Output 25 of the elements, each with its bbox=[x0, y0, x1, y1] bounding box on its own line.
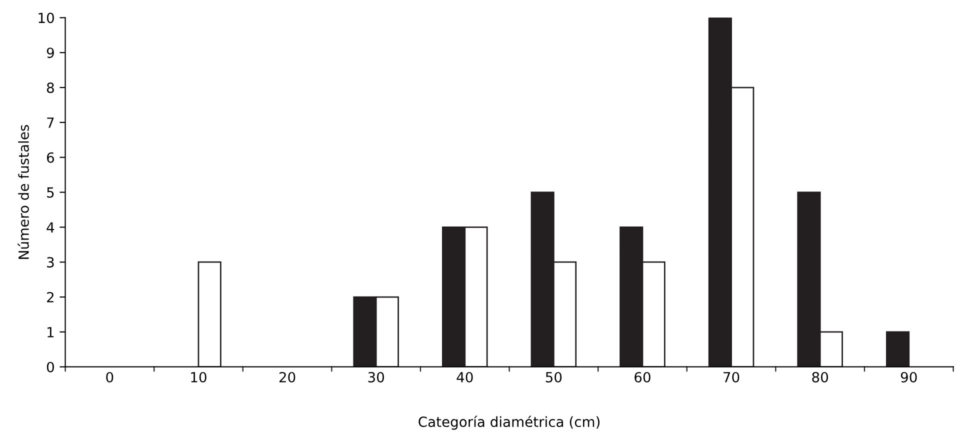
y-tick-label: 2 bbox=[47, 292, 54, 302]
y-tick-label: 8 bbox=[46, 82, 54, 93]
x-tick-label: 50 bbox=[546, 372, 562, 382]
x-tick-label: 60 bbox=[634, 372, 650, 382]
bar bbox=[198, 261, 222, 367]
x-tick-label: 40 bbox=[456, 372, 473, 382]
x-tick-label: 0 bbox=[106, 372, 114, 382]
x-tick-label: 20 bbox=[279, 372, 296, 382]
y-axis-title: Número de fustales bbox=[18, 125, 29, 259]
y-tick-label: 5 bbox=[47, 187, 54, 198]
y-tick-label: 6 bbox=[46, 152, 54, 163]
y-tick-label: 7 bbox=[47, 118, 54, 128]
x-axis-title: Categoría diamétrica (cm) bbox=[418, 416, 600, 430]
y-tick-label: 1 bbox=[48, 327, 54, 338]
x-tick-label: 70 bbox=[724, 372, 740, 382]
x-tick-label: 10 bbox=[191, 372, 206, 382]
y-tick-label: 0 bbox=[46, 362, 54, 372]
x-tick-label: 80 bbox=[812, 372, 828, 382]
x-tick-label: 90 bbox=[900, 372, 917, 382]
y-tick-label: 10 bbox=[38, 12, 54, 24]
x-tick-label: 30 bbox=[368, 372, 384, 382]
y-tick-label: 4 bbox=[46, 222, 54, 232]
y-tick-label: 3 bbox=[47, 257, 54, 268]
y-tick-label: 9 bbox=[46, 48, 54, 58]
bar bbox=[886, 331, 910, 367]
